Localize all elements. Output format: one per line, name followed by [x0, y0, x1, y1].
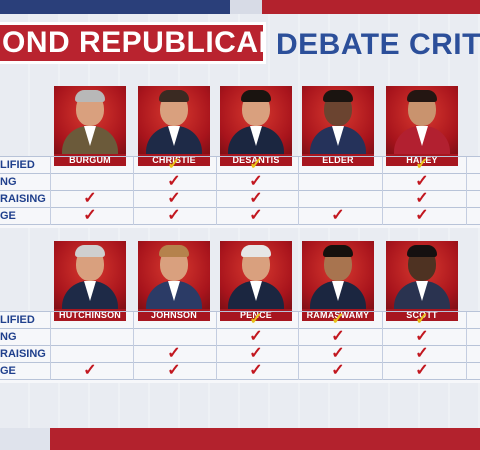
- candidate-photo: [54, 241, 126, 309]
- red-check-icon: ✓: [249, 362, 263, 379]
- red-check-icon: ✓: [415, 173, 429, 190]
- candidate-name: PENCE: [220, 309, 292, 321]
- candidate-name: ELDER: [302, 154, 374, 166]
- candidate-name: SCOTT: [386, 309, 458, 321]
- candidate-name: DESANTIS: [220, 154, 292, 166]
- red-check-icon: ✓: [167, 190, 181, 207]
- candidate-photo: [138, 241, 210, 309]
- red-check-icon: ✓: [167, 362, 181, 379]
- row-divider: [0, 311, 480, 312]
- red-check-icon: ✓: [331, 328, 345, 345]
- red-check-icon: ✓: [249, 207, 263, 224]
- column-divider: [133, 312, 134, 380]
- yellow-check-icon: ✓: [415, 311, 429, 328]
- candidate-hair: [407, 90, 437, 102]
- criteria-label: GE: [0, 365, 16, 377]
- candidate-hair: [241, 245, 271, 257]
- row-divider: [0, 224, 480, 225]
- row-divider: [0, 328, 480, 329]
- column-divider: [298, 157, 299, 225]
- yellow-check-icon: ✓: [415, 156, 429, 173]
- candidate-name: JOHNSON: [138, 309, 210, 321]
- red-check-icon: ✓: [415, 207, 429, 224]
- candidate-photo: [302, 86, 374, 154]
- column-divider: [382, 157, 383, 225]
- candidate-name: BURGUM: [54, 154, 126, 166]
- red-check-icon: ✓: [249, 328, 263, 345]
- candidate-hair: [159, 245, 189, 257]
- criteria-table-bottom: [0, 311, 480, 383]
- criteria-table-top: [0, 156, 480, 228]
- column-divider: [50, 312, 51, 380]
- row-divider: [0, 362, 480, 363]
- column-divider: [133, 157, 134, 225]
- red-check-icon: ✓: [167, 345, 181, 362]
- candidate-hair: [241, 90, 271, 102]
- yellow-check-icon: ✓: [249, 311, 263, 328]
- red-check-icon: ✓: [415, 345, 429, 362]
- yellow-check-icon: ✓: [331, 311, 345, 328]
- candidate-hair: [75, 90, 105, 102]
- red-check-icon: ✓: [331, 207, 345, 224]
- red-check-icon: ✓: [83, 362, 97, 379]
- column-divider: [298, 312, 299, 380]
- candidate-photo: [220, 86, 292, 154]
- row-divider: [0, 173, 480, 174]
- yellow-check-icon: ✓: [249, 156, 263, 173]
- row-divider: [0, 156, 480, 157]
- red-check-icon: ✓: [415, 190, 429, 207]
- red-check-icon: ✓: [83, 207, 97, 224]
- column-divider: [216, 312, 217, 380]
- candidate-hair: [159, 90, 189, 102]
- red-check-icon: ✓: [167, 173, 181, 190]
- row-divider: [0, 207, 480, 208]
- title-republican: OND REPUBLICAN: [0, 22, 266, 64]
- candidate-name: CHRISTIE: [138, 154, 210, 166]
- candidate-photo: [302, 241, 374, 309]
- footer-left: [0, 428, 50, 450]
- title-debate-criteria: DEBATE CRITE: [276, 28, 480, 61]
- candidate-name: RAMASWAMY: [302, 309, 374, 321]
- row-divider: [0, 379, 480, 380]
- red-check-icon: ✓: [415, 328, 429, 345]
- candidate-hair: [407, 245, 437, 257]
- candidate-name: HALEY: [386, 154, 458, 166]
- top-banner: [0, 0, 480, 14]
- criteria-label: RAISING: [0, 193, 46, 205]
- candidate-photo: [220, 241, 292, 309]
- candidate-hair: [75, 245, 105, 257]
- red-check-icon: ✓: [331, 345, 345, 362]
- column-divider: [466, 312, 467, 380]
- candidate-name: HUTCHINSON: [54, 309, 126, 321]
- criteria-label: RAISING: [0, 348, 46, 360]
- red-check-icon: ✓: [167, 207, 181, 224]
- column-divider: [50, 157, 51, 225]
- candidate-hair: [323, 90, 353, 102]
- row-divider: [0, 345, 480, 346]
- red-check-icon: ✓: [83, 190, 97, 207]
- candidate-photo: [54, 86, 126, 154]
- column-divider: [382, 312, 383, 380]
- criteria-label: GE: [0, 210, 16, 222]
- criteria-label: NG: [0, 331, 17, 343]
- candidate-photo: [386, 86, 458, 154]
- criteria-label: NG: [0, 176, 17, 188]
- row-divider: [0, 190, 480, 191]
- red-check-icon: ✓: [249, 190, 263, 207]
- footer-bar: [50, 428, 480, 450]
- red-check-icon: ✓: [249, 173, 263, 190]
- column-divider: [466, 157, 467, 225]
- red-check-icon: ✓: [249, 345, 263, 362]
- candidate-photo: [138, 86, 210, 154]
- red-check-icon: ✓: [415, 362, 429, 379]
- criteria-label: LIFIED: [0, 314, 35, 326]
- criteria-label: LIFIED: [0, 159, 35, 171]
- candidate-hair: [323, 245, 353, 257]
- red-check-icon: ✓: [331, 362, 345, 379]
- candidate-photo: [386, 241, 458, 309]
- yellow-check-icon: ✓: [167, 156, 181, 173]
- column-divider: [216, 157, 217, 225]
